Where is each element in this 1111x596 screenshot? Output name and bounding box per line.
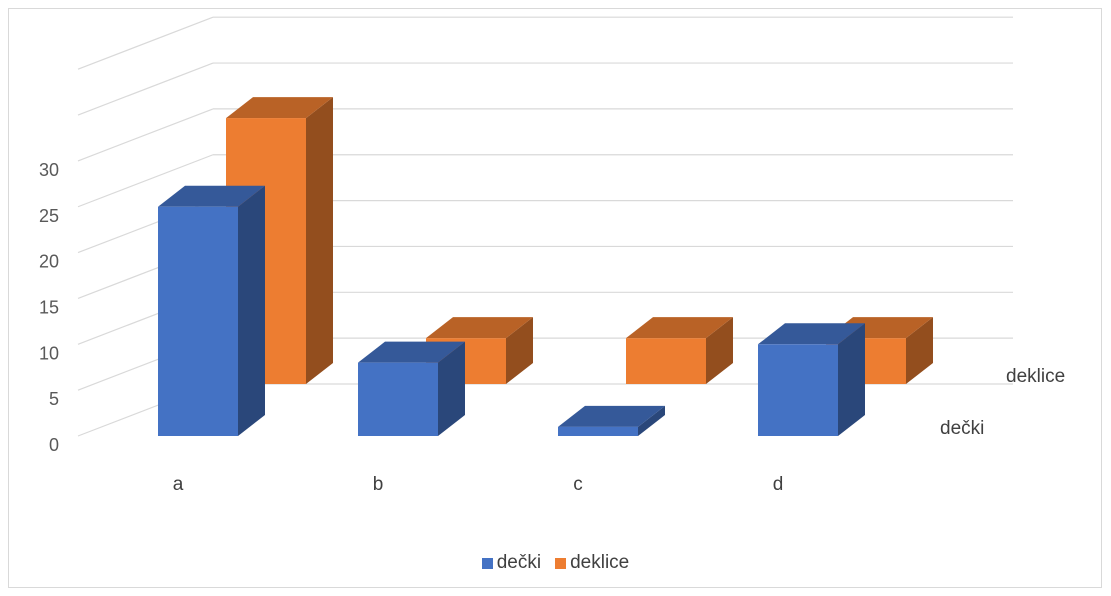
legend-swatch-1 <box>481 557 493 569</box>
depth-axis-labels: dečki deklice <box>940 366 1065 439</box>
y-tick-label: 20 <box>39 252 59 272</box>
legend-item-1: dečki <box>481 552 542 574</box>
y-tick-label: 5 <box>49 389 59 409</box>
bar-deklice-c <box>626 317 733 384</box>
bar-dečki-b <box>358 341 465 436</box>
x-tick-label-d: d <box>773 474 784 495</box>
x-tick-label-a: a <box>173 474 184 495</box>
bar-dečki-a <box>158 185 265 436</box>
x-tick-label-c: c <box>573 474 583 495</box>
legend: dečki deklice <box>0 552 1111 574</box>
y-tick-label: 30 <box>39 160 59 180</box>
bars <box>158 97 933 436</box>
y-tick-label: 10 <box>39 343 59 363</box>
legend-label-2: deklice <box>570 552 630 573</box>
y-tick-label: 0 <box>49 435 59 455</box>
legend-item-2: deklice <box>555 552 629 574</box>
bar-dečki-c <box>558 405 665 436</box>
depth-label-front: dečki <box>940 418 984 439</box>
legend-swatch-2 <box>555 557 567 569</box>
legend-label-1: dečki <box>496 552 542 573</box>
y-tick-label: 15 <box>39 297 59 317</box>
x-axis-labels: a b c d <box>173 474 784 495</box>
depth-label-back: deklice <box>1006 366 1065 387</box>
x-tick-label-b: b <box>373 474 384 495</box>
bar-dečki-d <box>758 323 865 436</box>
y-tick-label: 25 <box>39 206 59 226</box>
y-axis-labels: 0 5 10 15 20 25 30 <box>39 160 59 455</box>
